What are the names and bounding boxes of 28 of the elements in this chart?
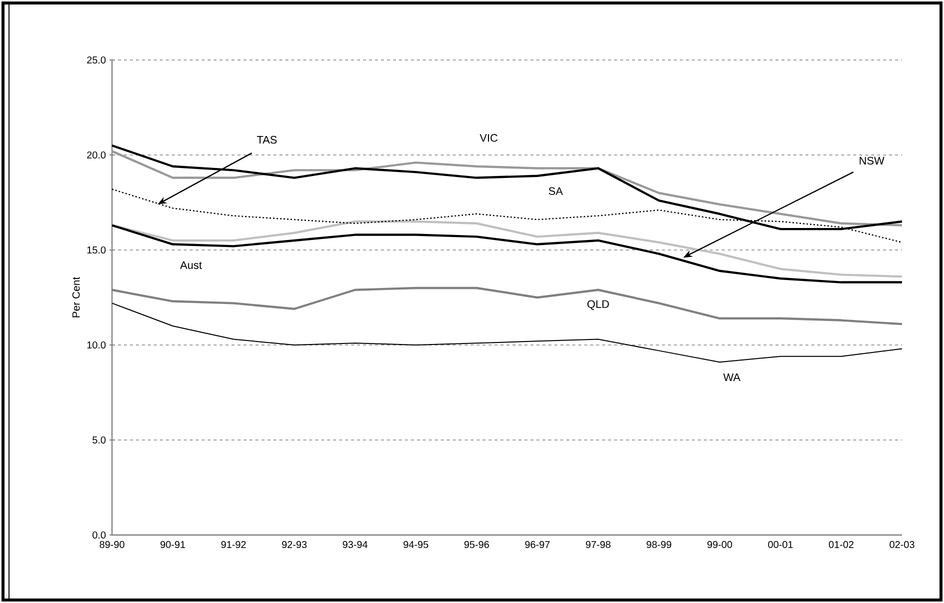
series-label: SA bbox=[548, 187, 563, 195]
y-tick-label: 5.0 bbox=[92, 436, 106, 444]
x-tick-label: 98-99 bbox=[646, 541, 672, 548]
y-tick-label: 0.0 bbox=[92, 531, 106, 539]
x-tick-label: 01-02 bbox=[828, 541, 854, 548]
y-tick-label: 15.0 bbox=[87, 246, 106, 254]
text: TAS bbox=[256, 136, 277, 144]
y-axis-title: Per Cent bbox=[72, 276, 80, 318]
x-tick-label: 89-90 bbox=[100, 541, 124, 548]
x-tick-label: 00-01 bbox=[768, 541, 793, 548]
x-tick-label: 97-98 bbox=[586, 541, 610, 548]
x-tick-label: 93-94 bbox=[342, 541, 368, 548]
series-label: QLD bbox=[587, 300, 609, 310]
series-label: Aust bbox=[180, 261, 202, 270]
x-tick-label: 99-00 bbox=[707, 541, 732, 548]
series-label: WA bbox=[723, 374, 740, 382]
x-tick-label: 02-03 bbox=[890, 541, 914, 548]
x-tick-label: 96-97 bbox=[525, 541, 550, 548]
x-tick-label: 94-95 bbox=[404, 541, 428, 548]
text: VIC bbox=[480, 134, 498, 142]
x-tick-label: 95-96 bbox=[464, 541, 489, 548]
x-tick-label: 92-93 bbox=[282, 541, 307, 548]
y-tick-label: 25.0 bbox=[87, 56, 106, 64]
text: NSW bbox=[860, 156, 884, 165]
x-tick-label: 90-91 bbox=[160, 541, 186, 548]
x-tick-label: 91-92 bbox=[221, 541, 246, 548]
y-tick-label: 20.0 bbox=[87, 151, 106, 159]
y-tick-label: 10.0 bbox=[87, 341, 106, 349]
